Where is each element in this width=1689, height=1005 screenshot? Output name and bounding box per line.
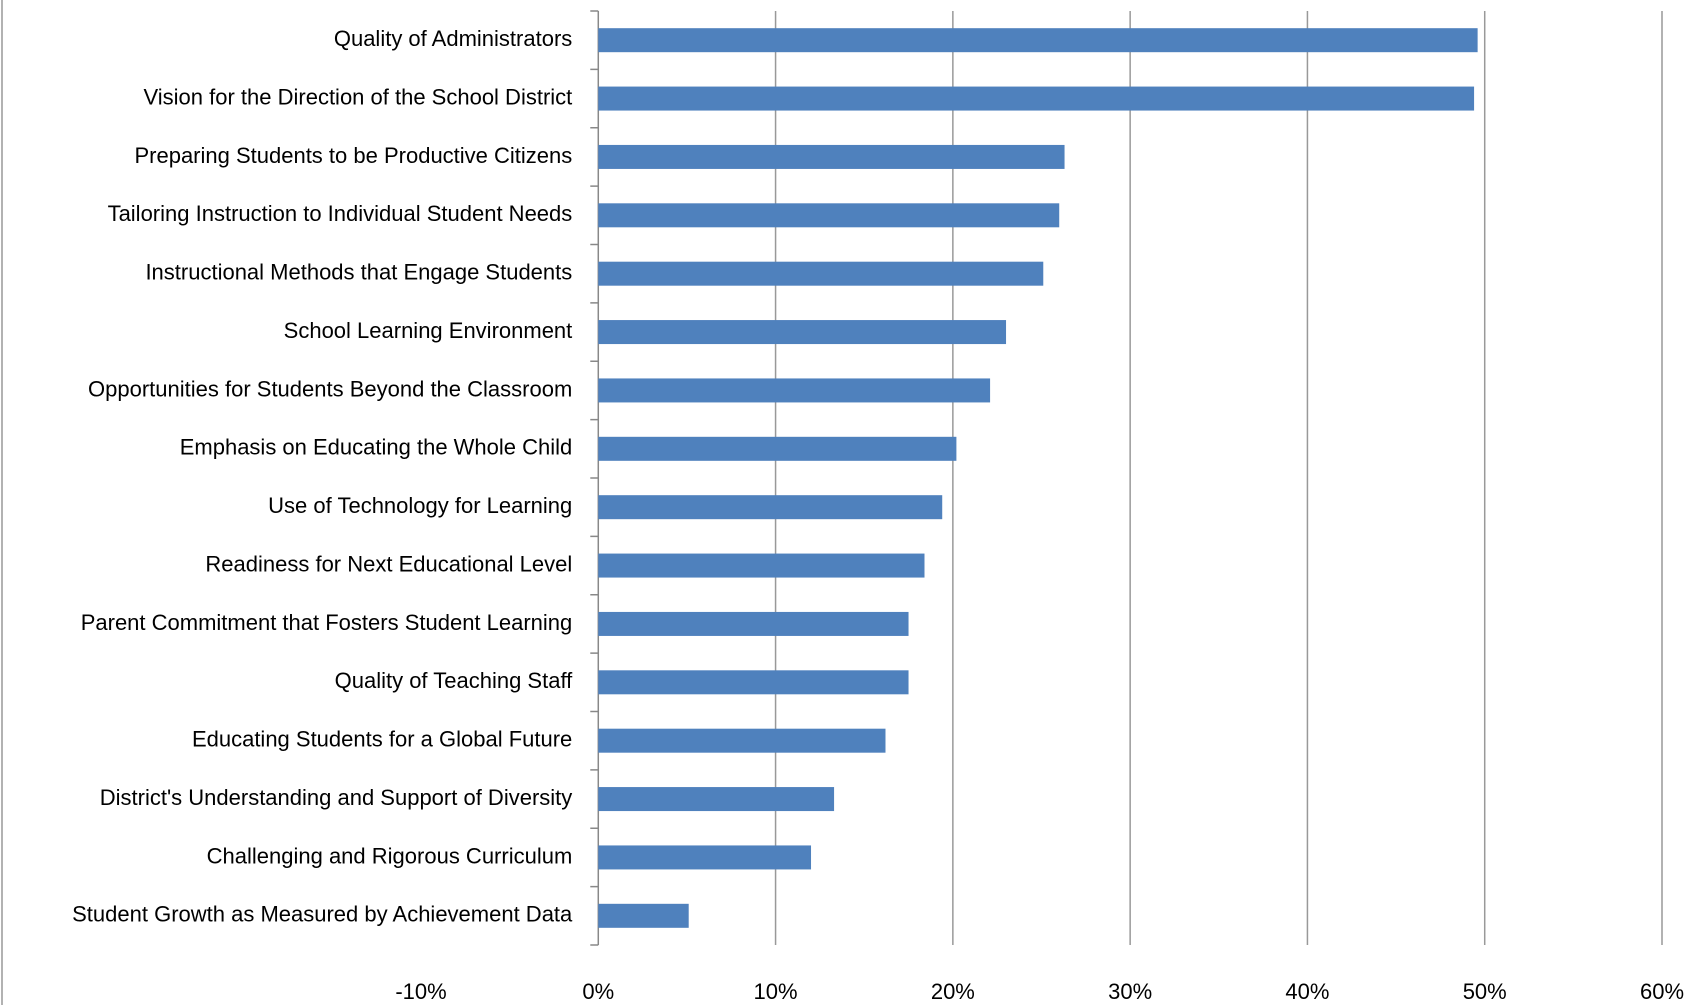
y-tick-label: District's Understanding and Support of … (100, 785, 573, 810)
bar (598, 728, 886, 753)
y-tick-label: Emphasis on Educating the Whole Child (180, 435, 573, 460)
bar (598, 320, 1007, 345)
bar (598, 670, 909, 695)
bar (598, 611, 909, 636)
bar (598, 261, 1044, 286)
y-tick-label: Instructional Methods that Engage Studen… (145, 260, 572, 285)
bar (598, 495, 943, 520)
bar (598, 553, 925, 578)
x-tick-label: -10% (395, 979, 446, 1004)
y-tick-label: Quality of Administrators (334, 26, 572, 51)
y-tick-label: Opportunities for Students Beyond the Cl… (88, 376, 572, 401)
x-tick-label: 10% (754, 979, 798, 1004)
y-tick-label: Readiness for Next Educational Level (205, 551, 572, 576)
y-tick-label: Challenging and Rigorous Curriculum (207, 843, 573, 868)
x-tick-label: 0% (582, 979, 614, 1004)
bar (598, 845, 812, 870)
x-tick-label: 30% (1108, 979, 1152, 1004)
x-tick-label: 60% (1640, 979, 1684, 1004)
x-tick-label: 20% (931, 979, 975, 1004)
y-tick-label: Student Growth as Measured by Achievemen… (72, 902, 573, 927)
bar (598, 903, 689, 928)
x-tick-label: 40% (1285, 979, 1329, 1004)
y-tick-label: Vision for the Direction of the School D… (143, 84, 572, 109)
bar (598, 203, 1060, 228)
bar (598, 144, 1065, 169)
bar (598, 86, 1475, 111)
y-tick-label: Quality of Teaching Staff (335, 668, 574, 693)
bar (598, 436, 957, 461)
y-tick-label: Educating Students for a Global Future (192, 727, 572, 752)
bar (598, 378, 991, 403)
y-tick-label: Tailoring Instruction to Individual Stud… (108, 201, 573, 226)
y-tick-label: School Learning Environment (284, 318, 573, 343)
y-tick-label: Use of Technology for Learning (268, 493, 572, 518)
bar (598, 787, 835, 812)
bar (598, 28, 1478, 53)
y-tick-label: Parent Commitment that Fosters Student L… (81, 610, 573, 635)
y-tick-label: Preparing Students to be Productive Citi… (134, 143, 572, 168)
x-tick-label: 50% (1463, 979, 1507, 1004)
